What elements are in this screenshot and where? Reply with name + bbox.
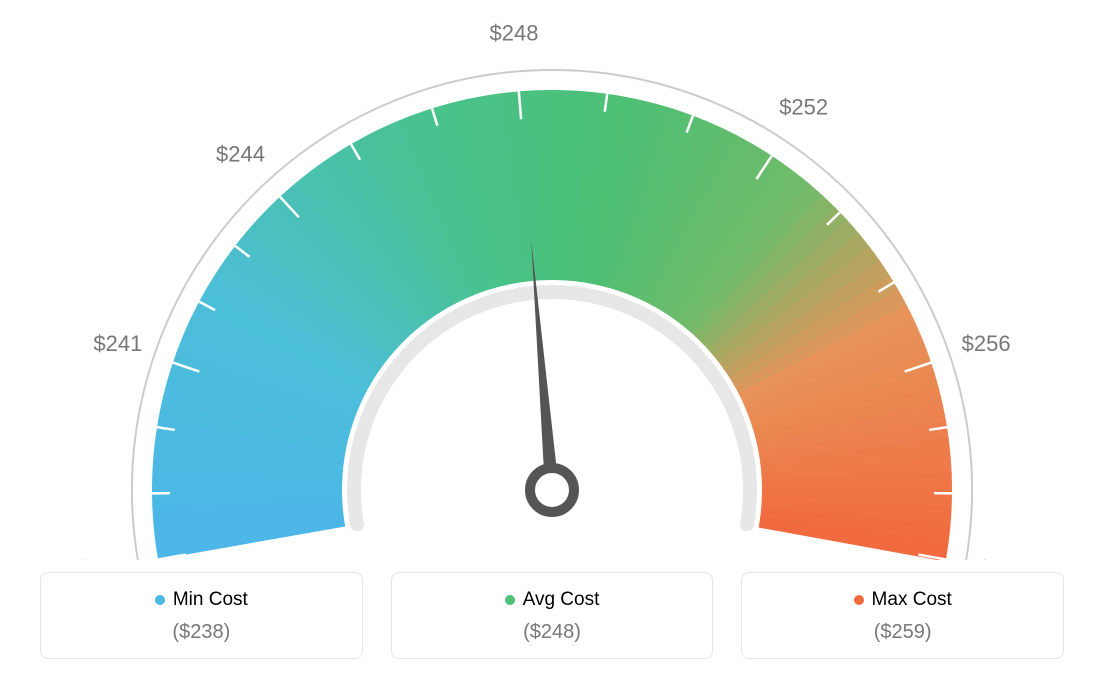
gauge-svg: $238 $241 $244 $248 $252 $256 $259 — [20, 20, 1084, 560]
legend-title-max: Max Cost — [854, 589, 952, 611]
legend-card-min: Min Cost ($238) — [40, 572, 363, 659]
tick-label: $244 — [216, 141, 265, 166]
gauge-chart: $238 $241 $244 $248 $252 $256 $259 — [20, 20, 1084, 560]
legend-row: Min Cost ($238) Avg Cost ($248) Max Cost… — [40, 572, 1064, 659]
tick-label: $238 — [76, 557, 125, 560]
legend-dot-max — [854, 595, 864, 605]
legend-title-avg: Avg Cost — [505, 589, 600, 611]
tick-label: $241 — [93, 331, 142, 356]
legend-dot-avg — [505, 595, 515, 605]
legend-label-max: Max Cost — [872, 589, 952, 611]
legend-card-avg: Avg Cost ($248) — [391, 572, 714, 659]
legend-label-min: Min Cost — [173, 589, 248, 611]
tick-label: $248 — [490, 21, 539, 46]
legend-value-avg: ($248) — [402, 621, 703, 644]
legend-value-max: ($259) — [752, 621, 1053, 644]
legend-label-avg: Avg Cost — [523, 589, 600, 611]
tick-label: $259 — [979, 557, 1028, 560]
legend-dot-min — [155, 595, 165, 605]
legend-value-min: ($238) — [51, 621, 352, 644]
tick-label: $252 — [779, 94, 828, 119]
needle-hub — [530, 468, 574, 512]
legend-title-min: Min Cost — [155, 589, 248, 611]
tick-label: $256 — [962, 331, 1011, 356]
legend-card-max: Max Cost ($259) — [741, 572, 1064, 659]
